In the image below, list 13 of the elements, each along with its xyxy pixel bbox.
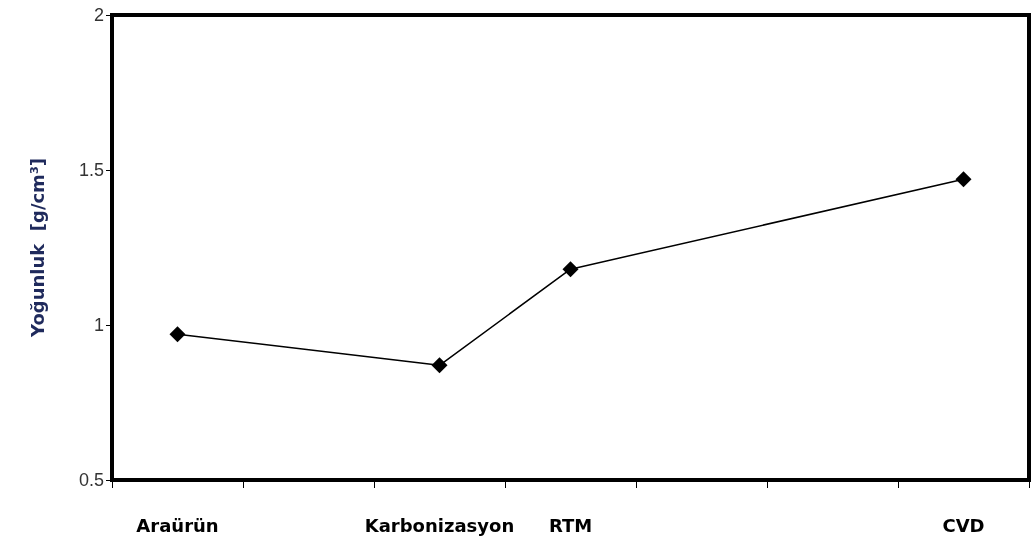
x-tick-label: Karbonizasyon <box>364 514 515 536</box>
y-tick-label: 1.5 <box>78 160 104 180</box>
y-tick-label: 0.5 <box>78 470 104 490</box>
y-axis-title: Yoğunluk [g/cm³] <box>26 158 48 338</box>
point <box>431 357 448 374</box>
x-tick-label: Araürün <box>136 514 219 536</box>
y-tick-label: 1 <box>93 315 104 335</box>
y-tick-label: 2 <box>93 5 104 25</box>
x-tick-label: RTM <box>548 514 593 536</box>
point <box>169 326 186 343</box>
point <box>562 261 579 278</box>
point <box>955 171 972 188</box>
x-tick-label: CVD <box>942 514 985 536</box>
